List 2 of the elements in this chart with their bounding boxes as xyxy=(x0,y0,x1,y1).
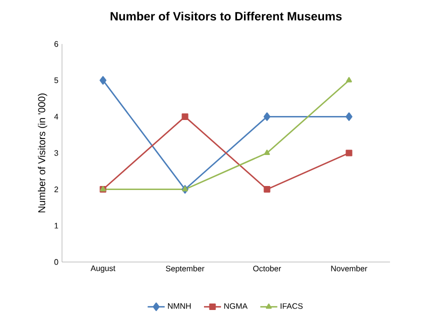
chart-title: Number of Visitors to Different Museums xyxy=(110,12,342,20)
y-axis-title: Number of Visitors (in '000) xyxy=(38,94,48,212)
